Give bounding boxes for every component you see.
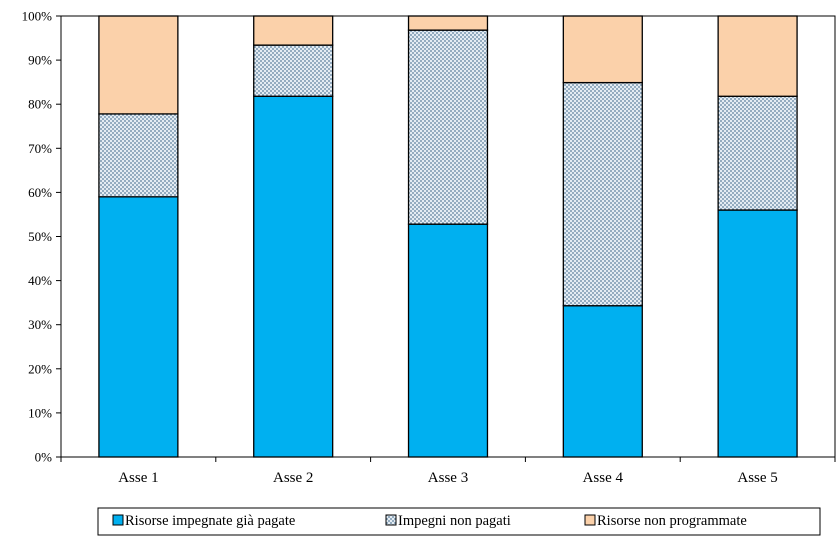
legend-swatch [112, 514, 124, 526]
bar-segment [562, 305, 643, 458]
y-tick-label: 60% [28, 185, 52, 200]
bar-segment [98, 15, 179, 115]
bar-segment [98, 196, 179, 458]
legend-box [97, 507, 821, 536]
bar-segment [253, 15, 334, 46]
bar-segment [407, 29, 489, 225]
legend-label: Risorse non programmate [597, 513, 747, 529]
legend-swatch [584, 514, 596, 526]
bar-segment [253, 44, 334, 97]
y-axis: 0% 10% 20% 30% 40% 50% 60% 70% 80% 90% 100% [22, 9, 61, 465]
y-tick-label: 90% [28, 53, 52, 68]
bar-segment [407, 223, 489, 458]
legend-swatch [385, 514, 397, 526]
bar-segment [562, 15, 643, 84]
x-tick-label: Asse 4 [583, 470, 624, 486]
bar-segment [98, 113, 179, 198]
y-tick-label: 20% [28, 361, 52, 376]
bar-segment [717, 15, 798, 97]
x-axis: Asse 1 Asse 2 Asse 3 Asse 4 Asse 5 [60, 457, 836, 486]
x-tick-label: Asse 2 [273, 470, 313, 486]
plot-area [60, 15, 836, 458]
y-tick-label: 100% [22, 9, 53, 24]
y-tick-label: 10% [28, 405, 52, 420]
y-tick-label: 30% [28, 317, 52, 332]
bar-segment [407, 15, 489, 31]
y-tick-label: 40% [28, 273, 52, 288]
y-tick-label: 80% [28, 97, 52, 112]
x-tick-label: Asse 5 [737, 470, 777, 486]
legend: Risorse impegnate già pagate Impegni non … [97, 507, 821, 536]
bar-segment [562, 81, 643, 307]
legend-label: Impegni non pagati [398, 513, 511, 529]
bar-segment [253, 95, 334, 458]
x-tick-label: Asse 3 [428, 470, 468, 486]
y-tick-label: 50% [28, 229, 52, 244]
bar-segment [717, 209, 798, 458]
y-tick-label: 0% [35, 450, 53, 465]
x-tick-label: Asse 1 [118, 470, 158, 486]
legend-label: Risorse impegnate già pagate [125, 513, 295, 529]
bar-segment [717, 95, 798, 211]
y-tick-label: 70% [28, 141, 52, 156]
